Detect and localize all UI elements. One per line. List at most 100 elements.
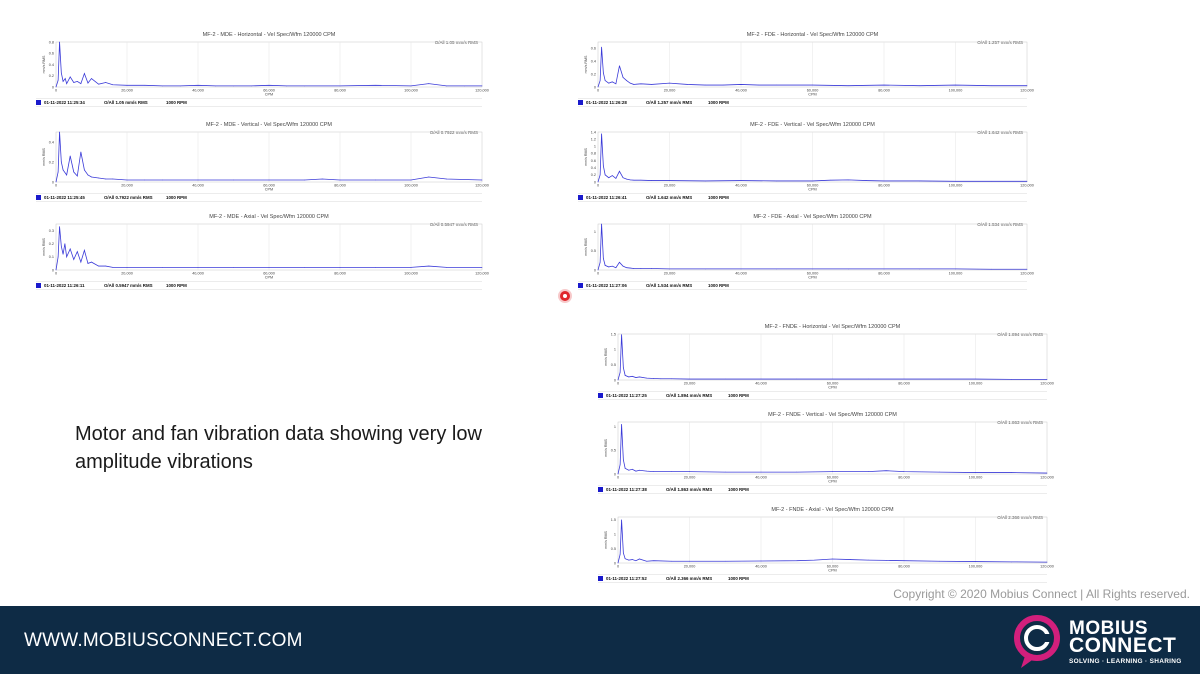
spectrum-data-point xyxy=(671,560,672,562)
legend-swatch xyxy=(578,100,583,105)
spectrum-data-point xyxy=(601,223,602,225)
spectrum-data-point xyxy=(704,180,706,182)
spectrum-data-point xyxy=(66,83,67,84)
y-tick-label: 0.5 xyxy=(611,547,616,551)
spectrum-data-point xyxy=(339,85,341,87)
spectrum-data-point xyxy=(1026,85,1028,87)
spectrum-data-point xyxy=(410,85,412,87)
spectrum-data-point xyxy=(724,560,726,562)
spectrum-data-point xyxy=(84,249,85,251)
x-axis-label: CPM xyxy=(828,480,836,484)
spectrum-data-point xyxy=(446,267,447,268)
spectrum-data-point xyxy=(112,84,114,86)
legend-overall: O/All 1.863 mm/s RMS xyxy=(666,487,712,492)
spectrum-data-point xyxy=(669,82,670,84)
spectrum-data-point xyxy=(622,77,624,78)
spectrum-data-point xyxy=(1026,180,1028,182)
chart-title: MF-2 - FNDE - Horizontal - Vel Spec/Wfm … xyxy=(765,324,901,330)
spectrum-data-point xyxy=(64,78,66,79)
y-tick-label: 0.2 xyxy=(591,173,596,177)
spectrum-data-point xyxy=(428,83,430,84)
legend-speed: 1000 RPM xyxy=(166,195,187,200)
spectrum-data-point xyxy=(619,65,620,67)
spectrum-data-point xyxy=(758,84,760,86)
y-tick-label: 0 xyxy=(52,180,54,184)
spectrum-data-point xyxy=(689,471,690,472)
spectrum-data-point xyxy=(597,181,599,183)
y-tick-label: 0.4 xyxy=(591,166,596,170)
x-tick-label: 20,000 xyxy=(684,565,696,569)
legend-speed: 1000 RPM xyxy=(708,195,729,200)
spectrum-data-point xyxy=(1046,561,1048,563)
y-tick-label: 0 xyxy=(52,85,54,89)
spectrum-chart-fde-vertical: MF-2 - FDE - Vertical - Vel Spec/Wfm 120… xyxy=(578,120,1034,204)
x-tick-label: 120,000 xyxy=(1020,89,1034,93)
chart-svg: MF-2 - FNDE - Axial - Vel Spec/Wfm 12000… xyxy=(598,507,1054,583)
x-tick-label: 40,000 xyxy=(755,382,767,386)
y-axis-label: mm/s RMS xyxy=(604,531,608,549)
x-tick-label: 0 xyxy=(617,382,619,386)
spectrum-data-point xyxy=(990,268,992,270)
spectrum-data-point xyxy=(919,180,921,182)
spectrum-chart-mde-axial: MF-2 - MDE - Axial - Vel Spec/Wfm 120000… xyxy=(36,212,489,292)
x-tick-label: 80,000 xyxy=(334,272,346,276)
spectrum-data-point xyxy=(617,473,619,475)
spectrum-data-point xyxy=(601,46,602,48)
spectrum-data-point xyxy=(59,226,60,227)
x-tick-label: 120,000 xyxy=(1020,184,1034,188)
spectrum-data-point xyxy=(608,82,610,84)
website-url[interactable]: WWW.MOBIUSCONNECT.COM xyxy=(24,630,303,651)
legend-overall: O/All 1.894 mm/s RMS xyxy=(666,393,712,398)
x-tick-label: 60,000 xyxy=(827,476,839,480)
spectrum-data-point xyxy=(776,180,778,182)
spectrum-data-point xyxy=(622,177,624,179)
spectrum-data-point xyxy=(304,85,305,87)
legend-overall: O/All 0.7922 mm/s RMS xyxy=(104,195,153,200)
spectrum-data-point xyxy=(76,175,78,177)
spectrum-data-point xyxy=(604,80,606,81)
spectrum-data-point xyxy=(939,378,941,380)
x-tick-label: 20,000 xyxy=(121,184,133,188)
chart-svg: MF-2 - FNDE - Vertical - Vel Spec/Wfm 12… xyxy=(598,412,1054,494)
y-axis-label: mm/s RMS xyxy=(42,55,46,73)
spectrum-data-point xyxy=(197,267,199,268)
spectrum-data-point xyxy=(631,468,633,470)
spectrum-data-point xyxy=(603,72,604,74)
chart-title: MF-2 - FDE - Vertical - Vel Spec/Wfm 120… xyxy=(750,122,875,128)
x-tick-label: 60,000 xyxy=(827,565,839,569)
x-tick-label: 80,000 xyxy=(334,184,346,188)
spectrum-data-point xyxy=(59,131,60,133)
spectrum-chart-fnde-axial: MF-2 - FNDE - Axial - Vel Spec/Wfm 12000… xyxy=(598,505,1054,585)
spectrum-data-point xyxy=(304,267,305,268)
spectrum-data-point xyxy=(76,251,78,252)
spectrum-data-point xyxy=(599,174,601,176)
spectrum-data-point xyxy=(867,559,869,561)
legend-swatch xyxy=(598,576,603,581)
x-tick-label: 120,000 xyxy=(475,184,489,188)
spectrum-data-point xyxy=(1010,379,1012,380)
spectrum-data-point xyxy=(631,375,633,377)
spectrum-series-line xyxy=(617,519,1048,564)
logo-word-mobius: MOBIUS xyxy=(1069,618,1148,639)
spectrum-data-point xyxy=(59,41,60,43)
spectrum-data-point xyxy=(73,259,75,260)
spectrum-data-point xyxy=(617,562,619,564)
spectrum-data-point xyxy=(197,84,199,86)
legend-speed: 1000 RPM xyxy=(708,100,729,105)
legend-speed: 1000 RPM xyxy=(166,283,187,288)
x-axis-label: CPM xyxy=(265,93,273,97)
spectrum-data-point xyxy=(628,376,630,378)
x-tick-label: 120,000 xyxy=(475,89,489,93)
spectrum-data-point xyxy=(660,378,662,380)
x-axis-label: CPM xyxy=(808,276,816,280)
x-tick-label: 60,000 xyxy=(827,382,839,386)
spectrum-data-point xyxy=(446,178,447,180)
x-tick-label: 100,000 xyxy=(404,272,418,276)
x-tick-label: 20,000 xyxy=(664,89,676,93)
spectrum-data-point xyxy=(832,558,833,560)
spectrum-data-point xyxy=(812,180,813,182)
x-tick-label: 80,000 xyxy=(898,382,910,386)
x-tick-label: 80,000 xyxy=(334,89,346,93)
x-tick-label: 60,000 xyxy=(807,89,819,93)
y-tick-label: 1.2 xyxy=(591,137,596,141)
